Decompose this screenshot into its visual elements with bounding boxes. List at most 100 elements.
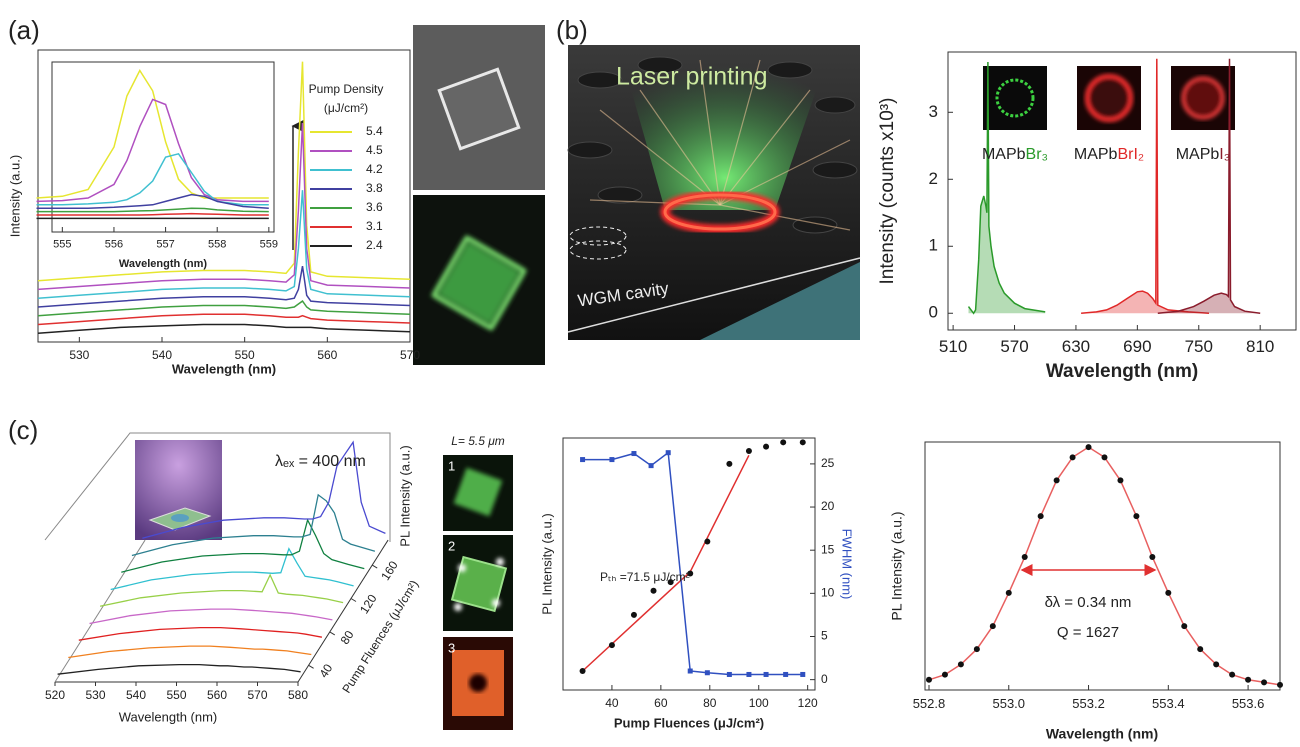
y2-axis-label: FWHM (nm) bbox=[840, 529, 855, 600]
marker bbox=[609, 457, 615, 463]
x-tick-label: 560 bbox=[317, 348, 337, 362]
cavity-glow bbox=[453, 467, 503, 517]
y2-tick-label: 25 bbox=[821, 456, 835, 470]
x-tick-label: 120 bbox=[798, 696, 818, 710]
x-tick-label: 558 bbox=[208, 239, 226, 251]
series-line bbox=[37, 323, 411, 334]
marker bbox=[783, 671, 789, 677]
ray bbox=[719, 59, 761, 206]
marker bbox=[580, 457, 586, 463]
marker bbox=[763, 671, 769, 677]
x-tick-label: 570 bbox=[247, 688, 267, 702]
x-tick-label: 570 bbox=[1000, 337, 1028, 356]
cavity-marker bbox=[569, 240, 627, 260]
marker bbox=[1197, 646, 1204, 653]
z-tick bbox=[308, 664, 314, 669]
substrate-edge bbox=[700, 262, 860, 340]
legend-label: 3.8 bbox=[366, 181, 383, 195]
sample-ring bbox=[1181, 76, 1225, 120]
y-axis-label: Intensity (a.u.) bbox=[7, 155, 22, 237]
series-line bbox=[89, 608, 333, 625]
frame-number: 1 bbox=[448, 458, 455, 473]
y-axis-label: PL Intensity (a.u.) bbox=[397, 445, 412, 546]
x-tick-label: 810 bbox=[1246, 337, 1274, 356]
x-tick-label: 630 bbox=[1062, 337, 1090, 356]
corner-spot bbox=[492, 599, 500, 607]
marker bbox=[1213, 661, 1220, 668]
marker bbox=[630, 611, 637, 618]
series-line bbox=[37, 122, 411, 291]
marker bbox=[1165, 589, 1172, 596]
crystal-glow bbox=[433, 237, 525, 329]
ray bbox=[719, 204, 851, 231]
x-tick-label: 530 bbox=[69, 348, 89, 362]
corner-spot bbox=[458, 564, 466, 572]
crystal-edge bbox=[431, 235, 527, 331]
x-tick-label: 540 bbox=[152, 348, 172, 362]
x-tick-label: 570 bbox=[400, 348, 420, 362]
hole bbox=[577, 71, 623, 89]
ray bbox=[699, 59, 721, 206]
y2-tick-label: 10 bbox=[821, 586, 835, 600]
y-axis-label: PL Intensity (a.u.) bbox=[539, 513, 554, 614]
plot-frame bbox=[947, 51, 1297, 331]
z-tick-label: 40 bbox=[316, 661, 335, 680]
x-tick-label: 555 bbox=[53, 239, 71, 251]
legend-title: Pump Density bbox=[309, 82, 384, 96]
x-tick-label: 553.4 bbox=[1152, 696, 1185, 711]
marker bbox=[704, 670, 710, 676]
crystal-outline bbox=[437, 67, 521, 151]
x-tick-label: 559 bbox=[260, 239, 278, 251]
frame-number: 2 bbox=[448, 538, 455, 553]
sample-label: MAPbBr₃ bbox=[982, 146, 1048, 163]
x-axis-label: Wavelength (nm) bbox=[1046, 726, 1158, 742]
sample-spot bbox=[171, 514, 189, 522]
size-label: L= 5.5 μm bbox=[451, 434, 505, 448]
series-line bbox=[37, 61, 411, 282]
x-tick-label: 550 bbox=[235, 348, 255, 362]
sample-label: MAPbBrI₂ bbox=[1074, 146, 1144, 163]
y-tick-label: 3 bbox=[929, 102, 938, 121]
marker bbox=[1245, 676, 1252, 683]
x-axis-label: Wavelength (nm) bbox=[119, 709, 218, 724]
legend-label: 4.2 bbox=[366, 162, 383, 176]
y-tick-label: 0 bbox=[929, 303, 938, 322]
z-tick bbox=[350, 598, 357, 602]
z-tick-label: 160 bbox=[378, 558, 401, 583]
marker bbox=[1261, 679, 1268, 686]
plot-frame bbox=[924, 441, 1281, 691]
series-line bbox=[142, 440, 386, 539]
marker bbox=[989, 623, 996, 630]
x-axis-label: Wavelength (nm) bbox=[119, 258, 208, 270]
x-tick-label: 540 bbox=[126, 688, 146, 702]
sample-label: MAPbI₃ bbox=[1176, 146, 1231, 163]
marker bbox=[648, 463, 654, 469]
series-line bbox=[68, 645, 312, 659]
marker bbox=[973, 646, 980, 653]
series-line bbox=[928, 446, 1281, 686]
cavity-glow bbox=[450, 555, 508, 613]
marker bbox=[1085, 444, 1092, 451]
marker bbox=[687, 668, 693, 674]
cavity-marker bbox=[569, 226, 627, 246]
marker bbox=[1101, 454, 1108, 461]
hole bbox=[597, 186, 643, 204]
panel-label: (a) bbox=[8, 15, 40, 45]
annotation: Q = 1627 bbox=[1057, 624, 1119, 641]
z-tick-label: 80 bbox=[338, 628, 357, 647]
x-tick-label: 530 bbox=[85, 688, 105, 702]
sample-label-part: BrI₂ bbox=[1117, 146, 1144, 163]
marker bbox=[1181, 623, 1188, 630]
series-line bbox=[37, 265, 411, 308]
series-line bbox=[36, 152, 269, 206]
waterfall-frame bbox=[44, 432, 391, 542]
y2-tick-label: 0 bbox=[821, 672, 828, 686]
y2-tick-label: 15 bbox=[821, 542, 835, 556]
series-line bbox=[110, 547, 354, 591]
marker bbox=[631, 451, 637, 457]
marker bbox=[1053, 477, 1060, 484]
series-line bbox=[99, 573, 344, 607]
x-tick-label: 553.2 bbox=[1072, 696, 1105, 711]
